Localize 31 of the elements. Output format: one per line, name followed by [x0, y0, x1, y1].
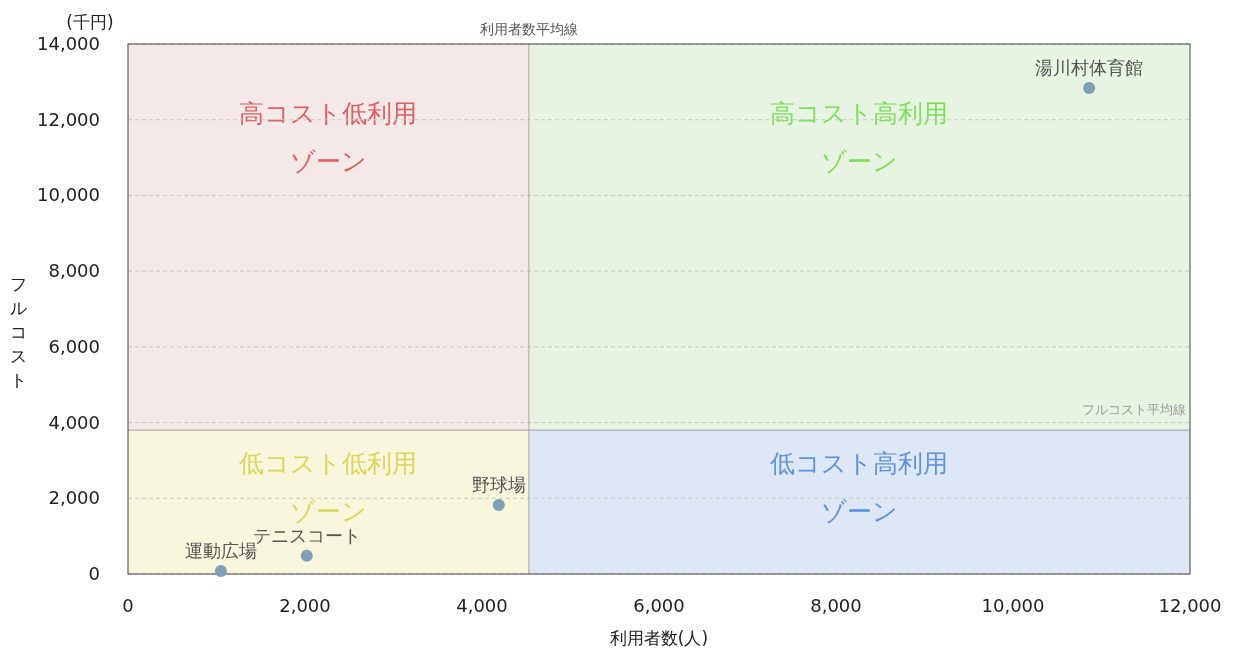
- point: [300, 549, 313, 562]
- point: [214, 564, 227, 577]
- y-tick-label: 4,000: [48, 411, 100, 433]
- point: [1083, 81, 1096, 94]
- text: (千円): [66, 12, 114, 32]
- annotation: 運動広場: [184, 539, 257, 561]
- ref-line-label: 利用者数平均線: [479, 21, 578, 37]
- x-tick-label: 4,000: [456, 595, 508, 616]
- y-tick-label: 6,000: [48, 335, 100, 357]
- x-tick-label: 8,000: [810, 595, 862, 616]
- y-tick-label: 8,000: [48, 260, 100, 282]
- y-tick-label: 2,000: [48, 487, 100, 509]
- y-tick-label: 10,000: [37, 184, 100, 206]
- x-tick-label: 10,000: [981, 595, 1045, 616]
- point: [492, 499, 505, 512]
- y-axis-title: フルコスト: [9, 274, 27, 390]
- y-tick-label: 0: [88, 563, 100, 584]
- x-tick-label: 2,000: [279, 595, 331, 616]
- band-label: 低コスト高利用ゾーン: [770, 449, 949, 527]
- x-axis-title: 利用者数(人): [609, 628, 709, 648]
- y-tick-label: 12,000: [37, 108, 100, 130]
- band-label: 高コスト低利用ゾーン: [239, 99, 418, 176]
- y-tick-label: 14,000: [37, 33, 100, 54]
- band-label: 高コスト高利用ゾーン: [770, 99, 949, 176]
- x-tick-label: 0: [122, 595, 134, 616]
- ref-line-label: フルコスト平均線: [1082, 402, 1186, 418]
- x-tick-label: 12,000: [1158, 595, 1222, 616]
- band-label: 低コスト低利用ゾーン: [239, 449, 418, 527]
- x-tick-label: 6,000: [633, 595, 685, 616]
- annotation: 湯川村体育館: [1035, 56, 1144, 78]
- annotation: 野球場: [471, 474, 526, 496]
